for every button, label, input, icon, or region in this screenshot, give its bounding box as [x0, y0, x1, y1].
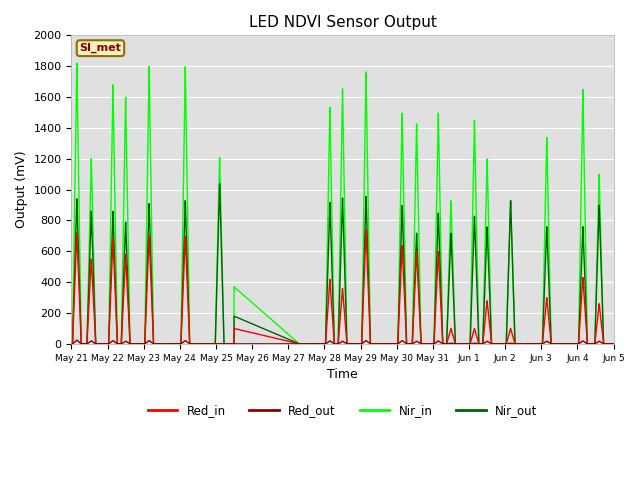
- Title: LED NDVI Sensor Output: LED NDVI Sensor Output: [248, 15, 436, 30]
- X-axis label: Time: Time: [327, 368, 358, 381]
- Text: SI_met: SI_met: [79, 43, 122, 53]
- Y-axis label: Output (mV): Output (mV): [15, 151, 28, 228]
- Legend: Red_in, Red_out, Nir_in, Nir_out: Red_in, Red_out, Nir_in, Nir_out: [143, 399, 542, 421]
